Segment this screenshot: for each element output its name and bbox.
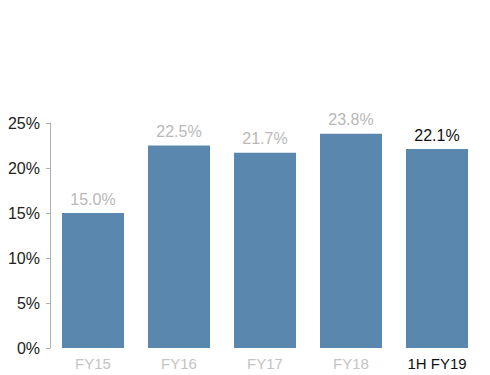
- svg-text:10%: 10%: [8, 250, 40, 267]
- svg-text:FY18: FY18: [333, 355, 369, 372]
- svg-text:23.8%: 23.8%: [328, 111, 373, 128]
- svg-text:0%: 0%: [17, 340, 40, 357]
- svg-text:FY16: FY16: [161, 355, 197, 372]
- svg-text:1H FY19: 1H FY19: [407, 355, 466, 372]
- svg-text:15%: 15%: [8, 205, 40, 222]
- svg-text:15.0%: 15.0%: [70, 191, 115, 208]
- svg-text:FY15: FY15: [75, 355, 111, 372]
- svg-text:21.7%: 21.7%: [242, 130, 287, 147]
- svg-text:22.5%: 22.5%: [156, 123, 201, 140]
- svg-text:25%: 25%: [8, 115, 40, 132]
- svg-text:5%: 5%: [17, 295, 40, 312]
- svg-text:22.1%: 22.1%: [414, 127, 459, 144]
- svg-text:FY17: FY17: [247, 355, 283, 372]
- svg-text:20%: 20%: [8, 160, 40, 177]
